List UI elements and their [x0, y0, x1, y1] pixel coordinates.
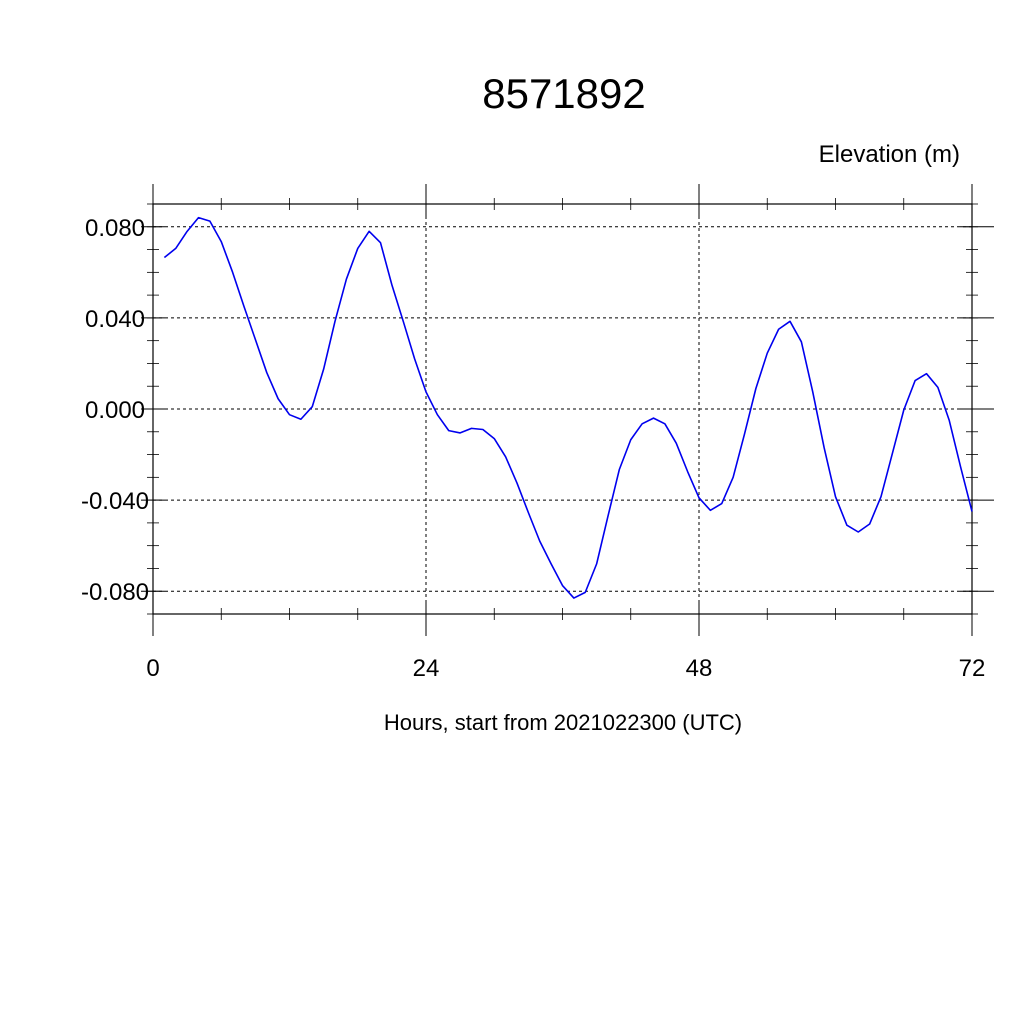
- x-tick-label: 0: [146, 655, 159, 682]
- y-tick-label: -0.040: [81, 488, 149, 515]
- elevation-series-line: [163, 216, 973, 599]
- major-ticks: [141, 184, 994, 636]
- tick-labels: 0.080 0.040 0.000 -0.040 -0.080 0 24 48 72: [81, 215, 985, 682]
- plot-frame: [152, 203, 973, 615]
- x-axis-label: Hours, start from 2021022300 (UTC): [384, 710, 742, 735]
- grid-lines: [153, 204, 973, 614]
- y-axis-label: Elevation (m): [819, 141, 960, 168]
- series-layer: [163, 216, 973, 599]
- y-tick-label: 0.040: [85, 306, 145, 333]
- x-tick-label: 72: [959, 655, 986, 682]
- y-tick-label: -0.080: [81, 579, 149, 606]
- x-tick-label: 24: [413, 655, 440, 682]
- chart-title: 8571892: [482, 70, 646, 117]
- x-tick-label: 48: [686, 655, 713, 682]
- y-tick-label: 0.080: [85, 215, 145, 242]
- y-tick-label: 0.000: [85, 397, 145, 424]
